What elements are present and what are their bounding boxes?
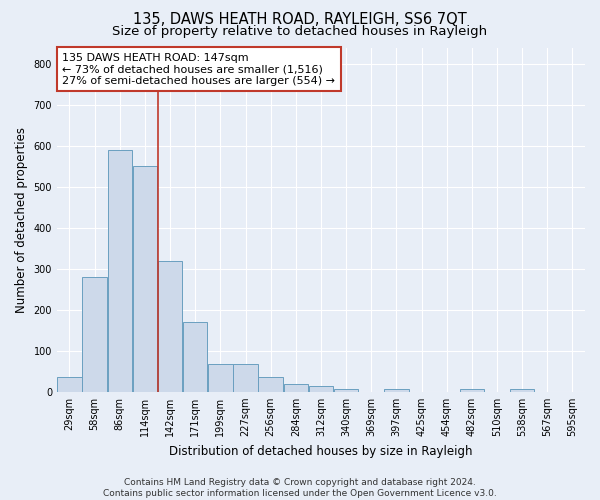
- Bar: [183, 322, 208, 392]
- X-axis label: Distribution of detached houses by size in Rayleigh: Distribution of detached houses by size …: [169, 444, 473, 458]
- Bar: [57, 378, 82, 392]
- Bar: [82, 277, 107, 392]
- Bar: [510, 388, 535, 392]
- Text: Contains HM Land Registry data © Crown copyright and database right 2024.
Contai: Contains HM Land Registry data © Crown c…: [103, 478, 497, 498]
- Bar: [384, 388, 409, 392]
- Bar: [208, 364, 233, 392]
- Bar: [233, 364, 258, 392]
- Text: 135 DAWS HEATH ROAD: 147sqm
← 73% of detached houses are smaller (1,516)
27% of : 135 DAWS HEATH ROAD: 147sqm ← 73% of det…: [62, 52, 335, 86]
- Bar: [334, 388, 358, 392]
- Text: Size of property relative to detached houses in Rayleigh: Size of property relative to detached ho…: [112, 25, 488, 38]
- Bar: [309, 386, 333, 392]
- Bar: [133, 166, 157, 392]
- Text: 135, DAWS HEATH ROAD, RAYLEIGH, SS6 7QT: 135, DAWS HEATH ROAD, RAYLEIGH, SS6 7QT: [133, 12, 467, 28]
- Bar: [460, 388, 484, 392]
- Y-axis label: Number of detached properties: Number of detached properties: [15, 126, 28, 312]
- Bar: [284, 384, 308, 392]
- Bar: [158, 260, 182, 392]
- Bar: [107, 150, 132, 392]
- Bar: [259, 378, 283, 392]
